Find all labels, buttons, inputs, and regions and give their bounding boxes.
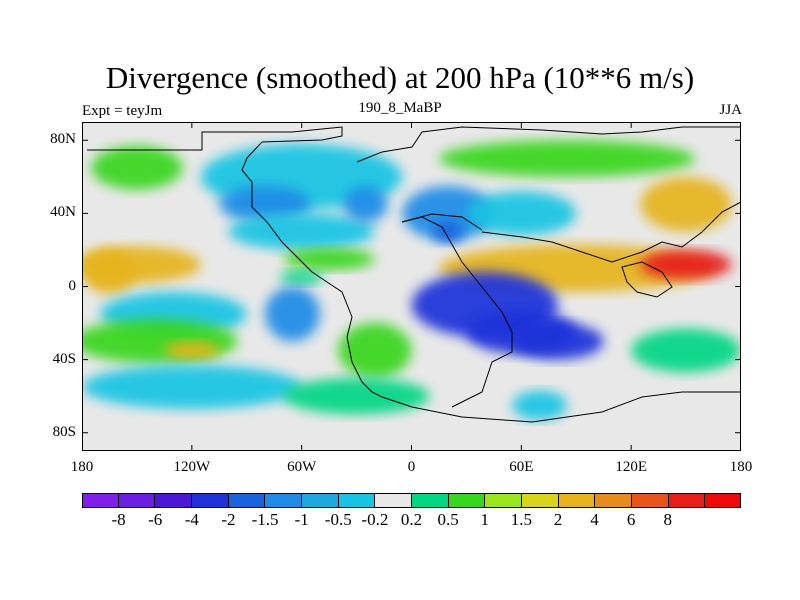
field-region xyxy=(338,323,412,378)
colorbar-swatch xyxy=(668,493,706,508)
field-region xyxy=(164,341,220,360)
field-region xyxy=(283,377,430,415)
colorbar-label: -2 xyxy=(221,510,236,529)
field-region xyxy=(265,286,320,342)
season-label: JJA xyxy=(719,102,742,118)
lon-tick-label: 180 xyxy=(729,459,753,475)
colorbar-swatch xyxy=(265,493,303,508)
colorbar-label: 1 xyxy=(480,510,489,529)
field-region xyxy=(402,185,494,241)
field-region xyxy=(279,270,324,285)
lon-tick-label: 180 xyxy=(70,459,94,475)
colorbar-swatch xyxy=(338,493,376,508)
colorbar-swatch xyxy=(485,493,523,508)
colorbar-label: -8 xyxy=(111,510,126,529)
lon-tick-label: 0 xyxy=(407,459,416,475)
colorbar-label: 6 xyxy=(626,510,636,529)
colorbar-swatch xyxy=(228,493,266,508)
field-region xyxy=(82,365,302,409)
colorbar-label: 0.5 xyxy=(437,510,459,529)
colorbar-swatch xyxy=(192,493,229,508)
divergence-field xyxy=(82,140,741,420)
lon-tick-label: 60E xyxy=(509,459,534,475)
colorbar-swatch xyxy=(302,493,339,508)
field-region xyxy=(433,220,463,243)
field-region xyxy=(91,145,183,190)
field-region xyxy=(438,140,696,177)
lat-tick-label: 40N xyxy=(50,204,76,221)
field-region xyxy=(283,248,375,271)
coastline-north-america xyxy=(87,126,343,273)
colorbar-swatch xyxy=(118,493,156,508)
field-region xyxy=(466,191,577,236)
colorbar-swatch xyxy=(375,493,413,508)
coastline-africa xyxy=(401,216,513,408)
coastline-south-america xyxy=(311,271,383,398)
lon-tick-label: 120E xyxy=(615,459,647,475)
colorbar-swatch xyxy=(412,493,449,508)
colorbar-label: 0.2 xyxy=(400,510,423,529)
colorbar-label: -4 xyxy=(184,510,199,529)
lon-tick-label: 120W xyxy=(173,459,211,475)
colorbar-label: -0.2 xyxy=(361,510,389,529)
field-region xyxy=(343,185,388,223)
colorbar-label: -1 xyxy=(294,510,309,529)
coastline-mediterranean xyxy=(401,213,483,231)
field-region xyxy=(631,328,741,373)
coastline-antarctica xyxy=(381,391,741,423)
colorbar-swatch xyxy=(155,493,193,508)
coastline-asia-south xyxy=(481,201,741,263)
colorbar-swatch xyxy=(595,493,633,508)
colorbar-swatch xyxy=(522,493,559,508)
colorbar-label: 2 xyxy=(553,510,563,529)
colorbar-swatch xyxy=(705,493,742,508)
lat-tick-label: 0 xyxy=(68,277,77,294)
field-region xyxy=(512,390,568,420)
colorbar-label: -6 xyxy=(148,510,163,529)
colorbar-swatch xyxy=(632,493,669,508)
colorbar-label: 1.5 xyxy=(510,510,532,529)
field-region xyxy=(640,249,732,280)
colorbar-swatch xyxy=(82,493,119,508)
divergence-map xyxy=(82,122,741,451)
colorbar-label: 4 xyxy=(590,510,599,529)
coastlines xyxy=(87,126,741,423)
colorbar-label: 8 xyxy=(663,510,673,529)
field-region xyxy=(512,323,604,360)
lon-tick-label: 60W xyxy=(287,459,317,475)
coastline-australia xyxy=(621,261,673,298)
field-region xyxy=(640,176,732,232)
lat-tick-label: 40S xyxy=(52,350,76,367)
colorbar-swatch xyxy=(558,493,596,508)
lat-tick-label: 80S xyxy=(52,423,76,440)
run-label: 190_8_MaBP xyxy=(358,100,442,116)
field-region xyxy=(228,213,375,250)
colorbar xyxy=(82,493,742,508)
field-region xyxy=(219,185,311,223)
colorbar-label: -1.5 xyxy=(251,510,279,529)
colorbar-label: -0.5 xyxy=(324,510,352,529)
field-region xyxy=(82,249,137,294)
map-title: Divergence (smoothed) at 200 hPa (10**6 … xyxy=(105,60,695,95)
axis-ticks xyxy=(82,122,741,451)
lat-tick-label: 80N xyxy=(50,131,76,148)
colorbar-swatch xyxy=(448,493,486,508)
coastline-eurasia xyxy=(356,126,741,163)
experiment-label: Expt = teyJm xyxy=(82,103,163,119)
